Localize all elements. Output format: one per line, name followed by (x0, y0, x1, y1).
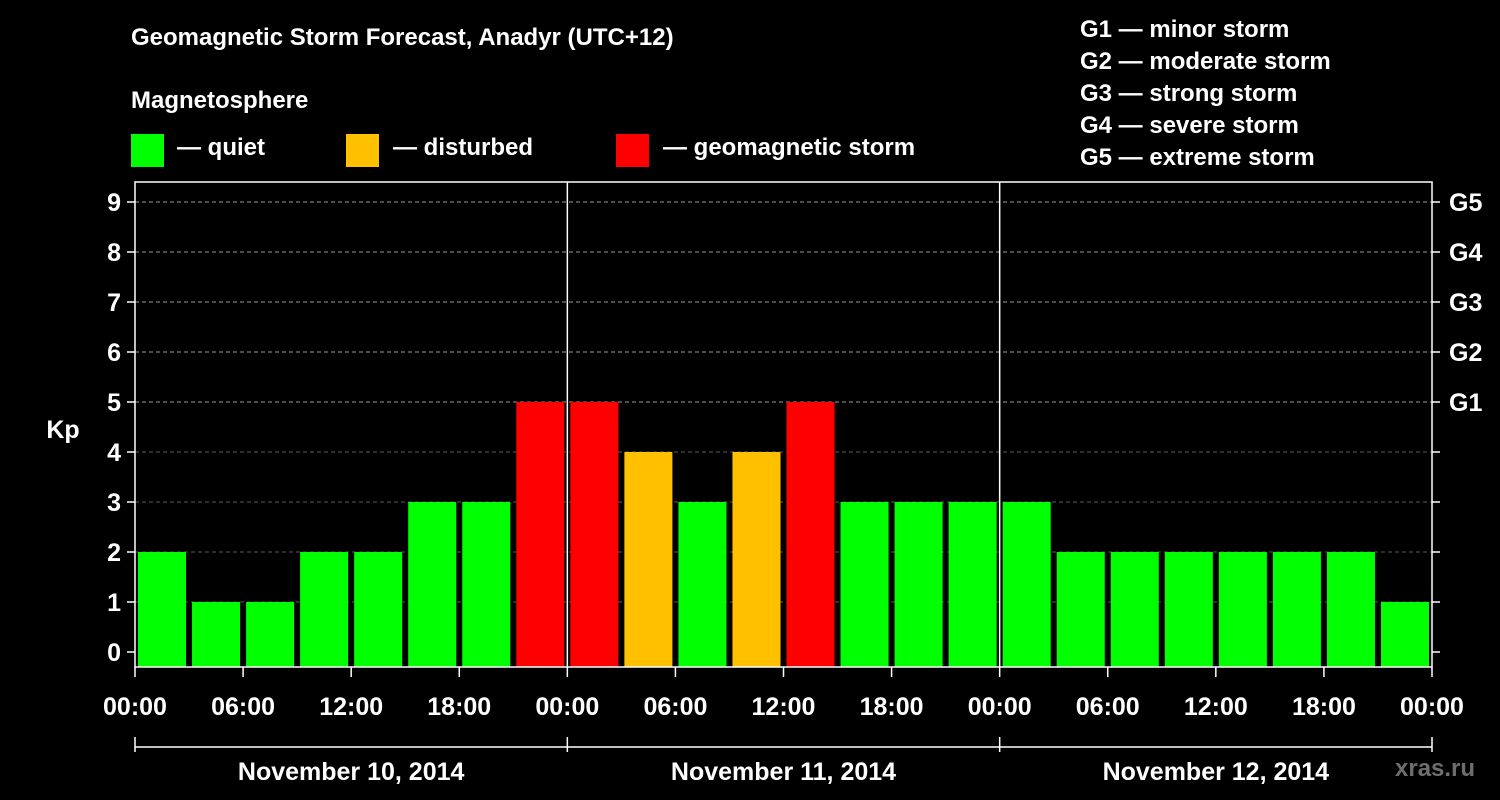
x-tick-label: 18:00 (427, 693, 491, 721)
quiet-swatch (131, 134, 164, 167)
kp-bar (462, 502, 511, 667)
kp-bar (1164, 552, 1213, 667)
kp-bar (894, 502, 943, 667)
kp-bar (1002, 502, 1051, 667)
g-scale-item: G4 — severe storm (1080, 112, 1299, 139)
x-tick-label: 00:00 (1400, 693, 1464, 721)
y-tick-label: 9 (107, 189, 121, 217)
x-tick-label: 18:00 (860, 693, 924, 721)
watermark: xras.ru (1395, 755, 1476, 782)
kp-bar (840, 502, 889, 667)
kp-bar (516, 402, 565, 667)
g-scale-item: G5 — extreme storm (1080, 144, 1315, 171)
g-level-label: G2 (1449, 339, 1482, 367)
y-tick-label: 0 (107, 639, 121, 667)
g-level-label: G4 (1449, 239, 1482, 267)
disturbed-swatch (346, 134, 379, 167)
x-tick-label: 06:00 (643, 693, 707, 721)
x-tick-label: 06:00 (1076, 693, 1140, 721)
y-tick-label: 1 (107, 589, 121, 617)
y-tick-label: 8 (107, 239, 121, 267)
day-label: November 12, 2014 (1103, 758, 1330, 786)
quiet-label: — quiet (177, 134, 265, 161)
y-tick-label: 2 (107, 539, 121, 567)
y-tick-label: 7 (107, 289, 121, 317)
x-tick-label: 12:00 (1184, 693, 1248, 721)
y-tick-label: 4 (107, 439, 121, 467)
kp-bar (624, 452, 673, 667)
page-title: Geomagnetic Storm Forecast, Anadyr (UTC+… (131, 24, 674, 51)
kp-bar (678, 502, 727, 667)
x-tick-label: 18:00 (1292, 693, 1356, 721)
g-level-label: G3 (1449, 289, 1482, 317)
kp-bar (354, 552, 403, 667)
x-tick-label: 12:00 (319, 693, 383, 721)
kp-bar (1272, 552, 1321, 667)
y-tick-label: 3 (107, 489, 121, 517)
x-tick-label: 00:00 (535, 693, 599, 721)
day-label: November 11, 2014 (671, 758, 896, 786)
kp-bar (786, 402, 835, 667)
g-scale-item: G3 — strong storm (1080, 80, 1298, 107)
storm-label: — geomagnetic storm (663, 134, 916, 161)
g-scale-item: G2 — moderate storm (1080, 48, 1331, 75)
kp-bar (300, 552, 349, 667)
kp-bar (732, 452, 781, 667)
kp-bar (1218, 552, 1267, 667)
kp-bar (570, 402, 619, 667)
y-axis-label: Kp (46, 416, 79, 444)
day-label: November 10, 2014 (238, 758, 465, 786)
x-tick-label: 12:00 (752, 693, 816, 721)
x-tick-label: 06:00 (211, 693, 275, 721)
g-scale-item: G1 — minor storm (1080, 16, 1290, 43)
kp-bar (138, 552, 187, 667)
storm-swatch (616, 134, 649, 167)
disturbed-label: — disturbed (393, 134, 534, 161)
g-level-label: G1 (1449, 389, 1482, 417)
kp-bar (192, 602, 241, 667)
y-tick-label: 6 (107, 339, 121, 367)
x-tick-label: 00:00 (968, 693, 1032, 721)
kp-bar (1380, 602, 1429, 667)
g-level-label: G5 (1449, 189, 1482, 217)
magnetosphere-heading: Magnetosphere (131, 87, 309, 114)
kp-bar (1056, 552, 1105, 667)
kp-bar (246, 602, 295, 667)
y-tick-label: 5 (107, 389, 121, 417)
kp-bar (948, 502, 997, 667)
kp-bar (1326, 552, 1375, 667)
kp-bar (408, 502, 457, 667)
kp-bar (1110, 552, 1159, 667)
x-tick-label: 00:00 (103, 693, 167, 721)
